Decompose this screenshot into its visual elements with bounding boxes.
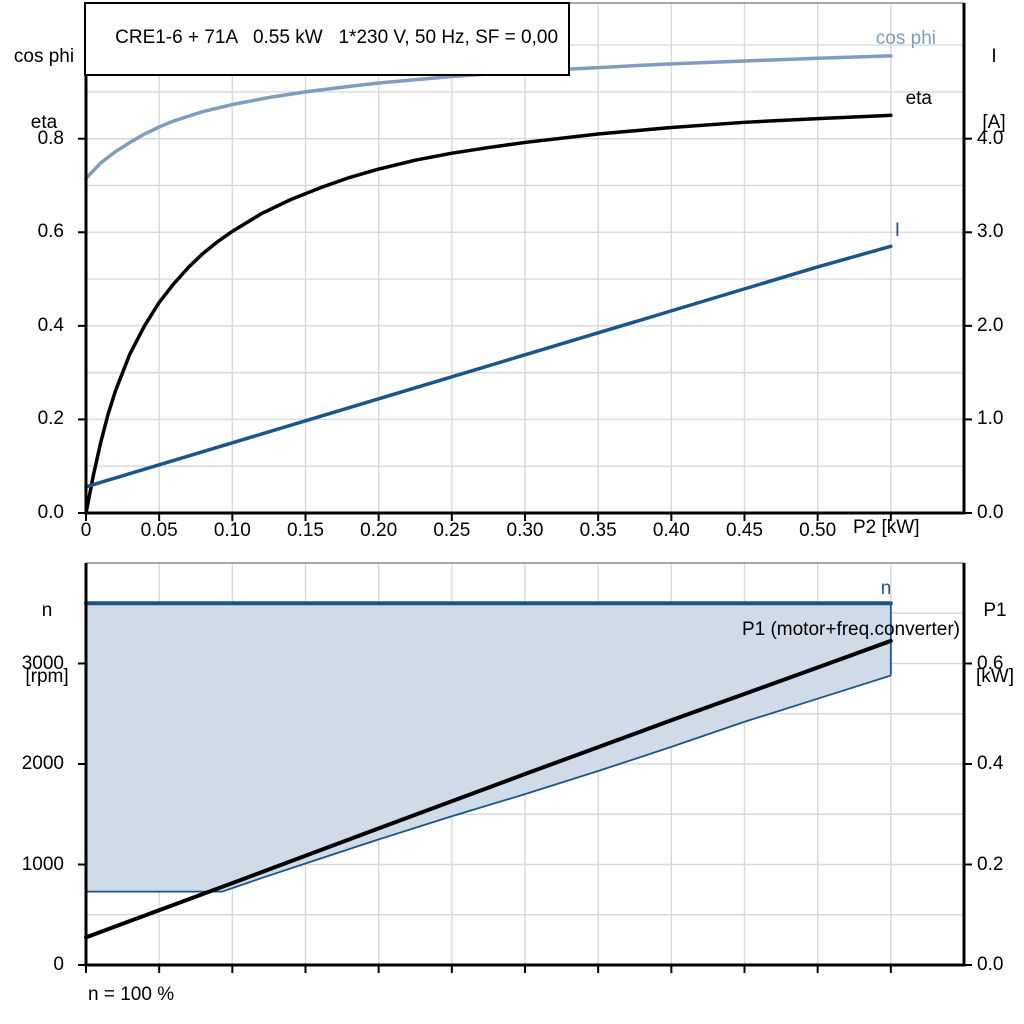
y-tick-label-left: 0.2	[37, 408, 64, 430]
x-tick-label: 0.45	[726, 520, 763, 541]
lower-right-axis-title: P1 [kW]	[976, 600, 1014, 687]
y-tick-label-right: 0.0	[977, 954, 1004, 975]
curve-cos-phi	[84, 54, 893, 181]
y-tick-label-left: 0.6	[37, 221, 64, 243]
x-tick-label: 0.20	[360, 520, 398, 541]
y-tick-label-right: 0.0	[977, 502, 1004, 523]
x-tick-label: 0.15	[287, 520, 324, 541]
eta-curve-label: eta	[905, 88, 932, 109]
y-tick-label-right: 4.0	[977, 127, 1004, 149]
y-tick-label-left: 0.4	[37, 314, 64, 336]
x-tick-label: 0.10	[213, 520, 251, 541]
y-tick-label-left: 0	[53, 954, 64, 975]
current-curve-label: I	[894, 220, 900, 241]
upper-right-axis-title: I [A]	[982, 46, 1006, 133]
y-tick-label-right: 3.0	[977, 221, 1004, 243]
p1-curve-label: P1 (motor+freq.converter)	[741, 619, 960, 640]
curve-i	[84, 244, 893, 489]
y-tick-label-right: 0.4	[977, 753, 1004, 774]
curve-p1-motor-freq-converter-	[84, 638, 893, 940]
x-tick-label: 0.50	[799, 520, 837, 541]
chart-title-box: CRE1-6 + 71A 0.55 kW 1*230 V, 50 Hz, SF …	[84, 2, 571, 76]
y-tick-label-left: 1000	[21, 853, 64, 875]
y-tick-label-right: 0.2	[977, 853, 1004, 875]
y-tick-label-left: 2000	[21, 753, 64, 774]
x-tick-label: 0	[80, 520, 92, 541]
upper-x-axis-title: P2 [kW]	[853, 517, 920, 538]
y-tick-label-left: 0.0	[37, 502, 64, 523]
x-tick-label: 0.35	[579, 520, 617, 541]
y-tick-label-right: 2.0	[977, 314, 1004, 336]
y-tick-label-right: 0.6	[977, 652, 1004, 674]
speed-footnote: n = 100 %	[88, 984, 175, 1005]
speed-curve-label: n	[880, 578, 892, 599]
cos-phi-curve-label: cos phi	[875, 28, 936, 49]
speed-range-area	[86, 603, 891, 892]
upper-left-axis-title: cos phi eta	[13, 46, 75, 133]
x-tick-label: 0.30	[506, 520, 544, 541]
y-tick-label-left: 0.8	[37, 127, 64, 149]
y-tick-label-right: 1.0	[977, 408, 1004, 430]
x-tick-label: 0.05	[140, 520, 178, 541]
speed-range-lower-edge	[86, 674, 892, 893]
x-tick-label: 0.25	[433, 520, 471, 541]
curve-eta	[84, 113, 893, 515]
chart-title: CRE1-6 + 71A 0.55 kW 1*230 V, 50 Hz, SF …	[115, 27, 559, 48]
lower-left-axis-title: n [rpm]	[25, 600, 69, 687]
y-tick-label-left: 3000	[21, 652, 64, 674]
x-tick-label: 0.40	[652, 520, 690, 541]
